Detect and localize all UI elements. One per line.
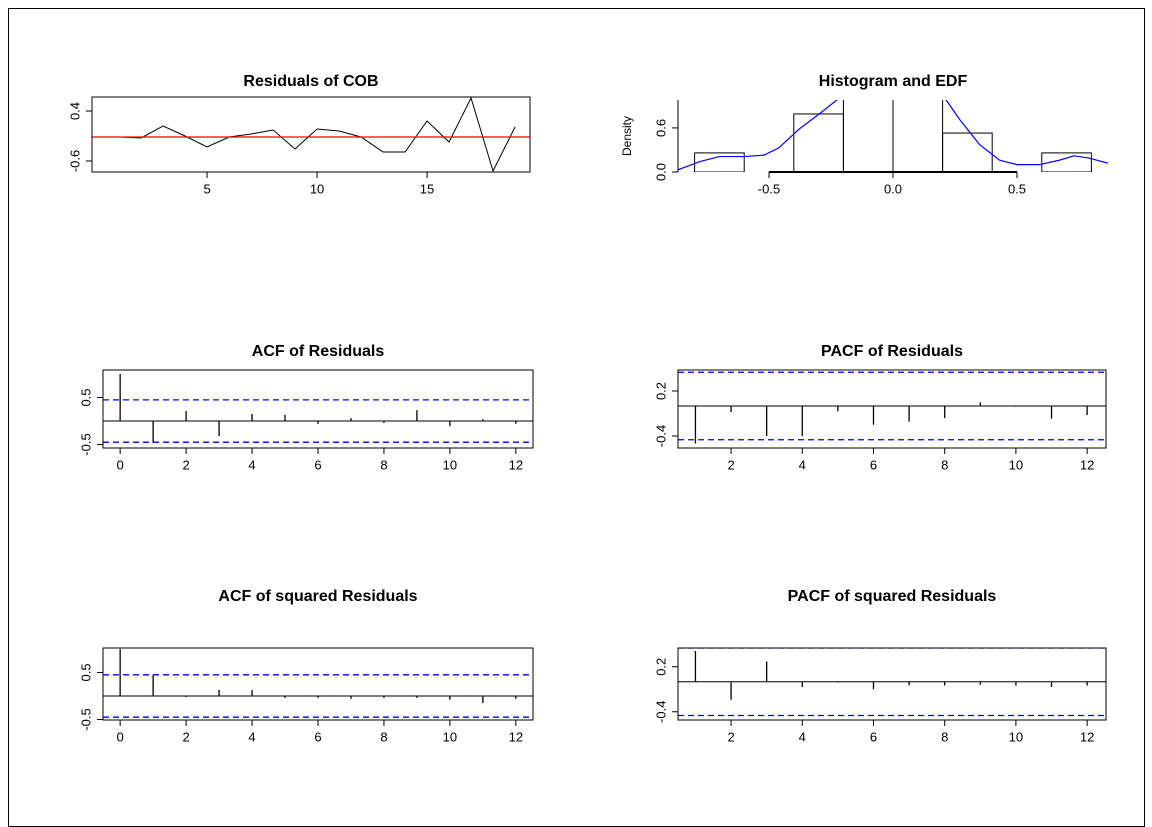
y-tick-label: 0.2	[653, 658, 668, 676]
chart-title: PACF of squared Residuals	[788, 588, 997, 605]
y-tick-label: -0.5	[78, 433, 93, 455]
x-tick-label: 6	[314, 457, 321, 472]
plot-box	[102, 647, 534, 721]
x-tick-label: -0.5	[758, 181, 780, 196]
y-tick-label: 0.5	[78, 388, 93, 406]
histogram-bar	[694, 152, 745, 172]
y-tick-label: -0.4	[653, 425, 668, 447]
x-tick-label: 0	[117, 729, 124, 744]
x-tick-label: 4	[248, 729, 255, 744]
y-tick-label: -0.4	[653, 701, 668, 723]
x-tick-label: 0.0	[884, 181, 902, 196]
x-tick-label: 15	[420, 181, 434, 196]
y-tick-label: 0.0	[653, 163, 668, 181]
chart-title: Histogram and EDF	[819, 73, 968, 90]
plot-area	[103, 648, 533, 718]
chart-title: ACF of Residuals	[252, 343, 385, 360]
x-tick-label: 10	[443, 729, 457, 744]
plot-area	[678, 371, 1106, 444]
chart-title: Residuals of COB	[243, 73, 378, 90]
x-tick-label: 12	[509, 457, 523, 472]
chart-title: PACF of Residuals	[821, 343, 963, 360]
x-tick-label: 0	[117, 457, 124, 472]
x-tick-label: 2	[182, 729, 189, 744]
y-tick-label: 0.4	[67, 102, 82, 120]
plot-area	[678, 100, 1108, 172]
residual-line	[119, 97, 516, 172]
y-tick-label: -0.6	[67, 150, 82, 172]
histogram-bar	[1041, 152, 1092, 172]
chart-title: ACF of squared Residuals	[218, 588, 417, 605]
x-tick-label: 2	[727, 729, 734, 744]
y-tick-label: -0.5	[78, 708, 93, 730]
x-tick-label: 2	[727, 457, 734, 472]
x-tick-label: 8	[380, 457, 387, 472]
x-tick-label: 10	[443, 457, 457, 472]
x-tick-label: 6	[314, 729, 321, 744]
x-tick-label: 8	[380, 729, 387, 744]
density-curve	[678, 100, 1108, 171]
x-tick-label: 6	[870, 729, 877, 744]
y-tick-label: 0.2	[653, 382, 668, 400]
histogram-bar	[793, 113, 844, 172]
x-tick-label: 4	[799, 457, 806, 472]
x-tick-label: 2	[182, 457, 189, 472]
x-tick-label: 12	[1080, 457, 1094, 472]
x-tick-label: 0.5	[1008, 181, 1026, 196]
x-tick-label: 12	[1080, 729, 1094, 744]
y-tick-label: 0.5	[78, 663, 93, 681]
x-tick-label: 8	[941, 457, 948, 472]
plot-area	[92, 97, 530, 172]
x-tick-label: 10	[1009, 729, 1023, 744]
y-axis-label: Density	[620, 116, 634, 156]
x-tick-label: 5	[203, 181, 210, 196]
x-tick-label: 4	[799, 729, 806, 744]
x-tick-label: 6	[870, 457, 877, 472]
plot-area	[678, 648, 1106, 717]
x-tick-label: 10	[1009, 457, 1023, 472]
plot-area	[103, 373, 533, 444]
x-tick-label: 12	[509, 729, 523, 744]
histogram-bar	[942, 132, 993, 172]
plot-box	[677, 369, 1107, 449]
x-tick-label: 4	[248, 457, 255, 472]
x-tick-label: 8	[941, 729, 948, 744]
plot-box	[102, 369, 534, 449]
plot-box	[91, 96, 531, 173]
plot-box	[677, 647, 1107, 721]
frame	[8, 8, 1145, 827]
y-tick-label: 0.6	[653, 119, 668, 137]
histogram-bar	[892, 100, 944, 172]
x-tick-label: 10	[310, 181, 324, 196]
